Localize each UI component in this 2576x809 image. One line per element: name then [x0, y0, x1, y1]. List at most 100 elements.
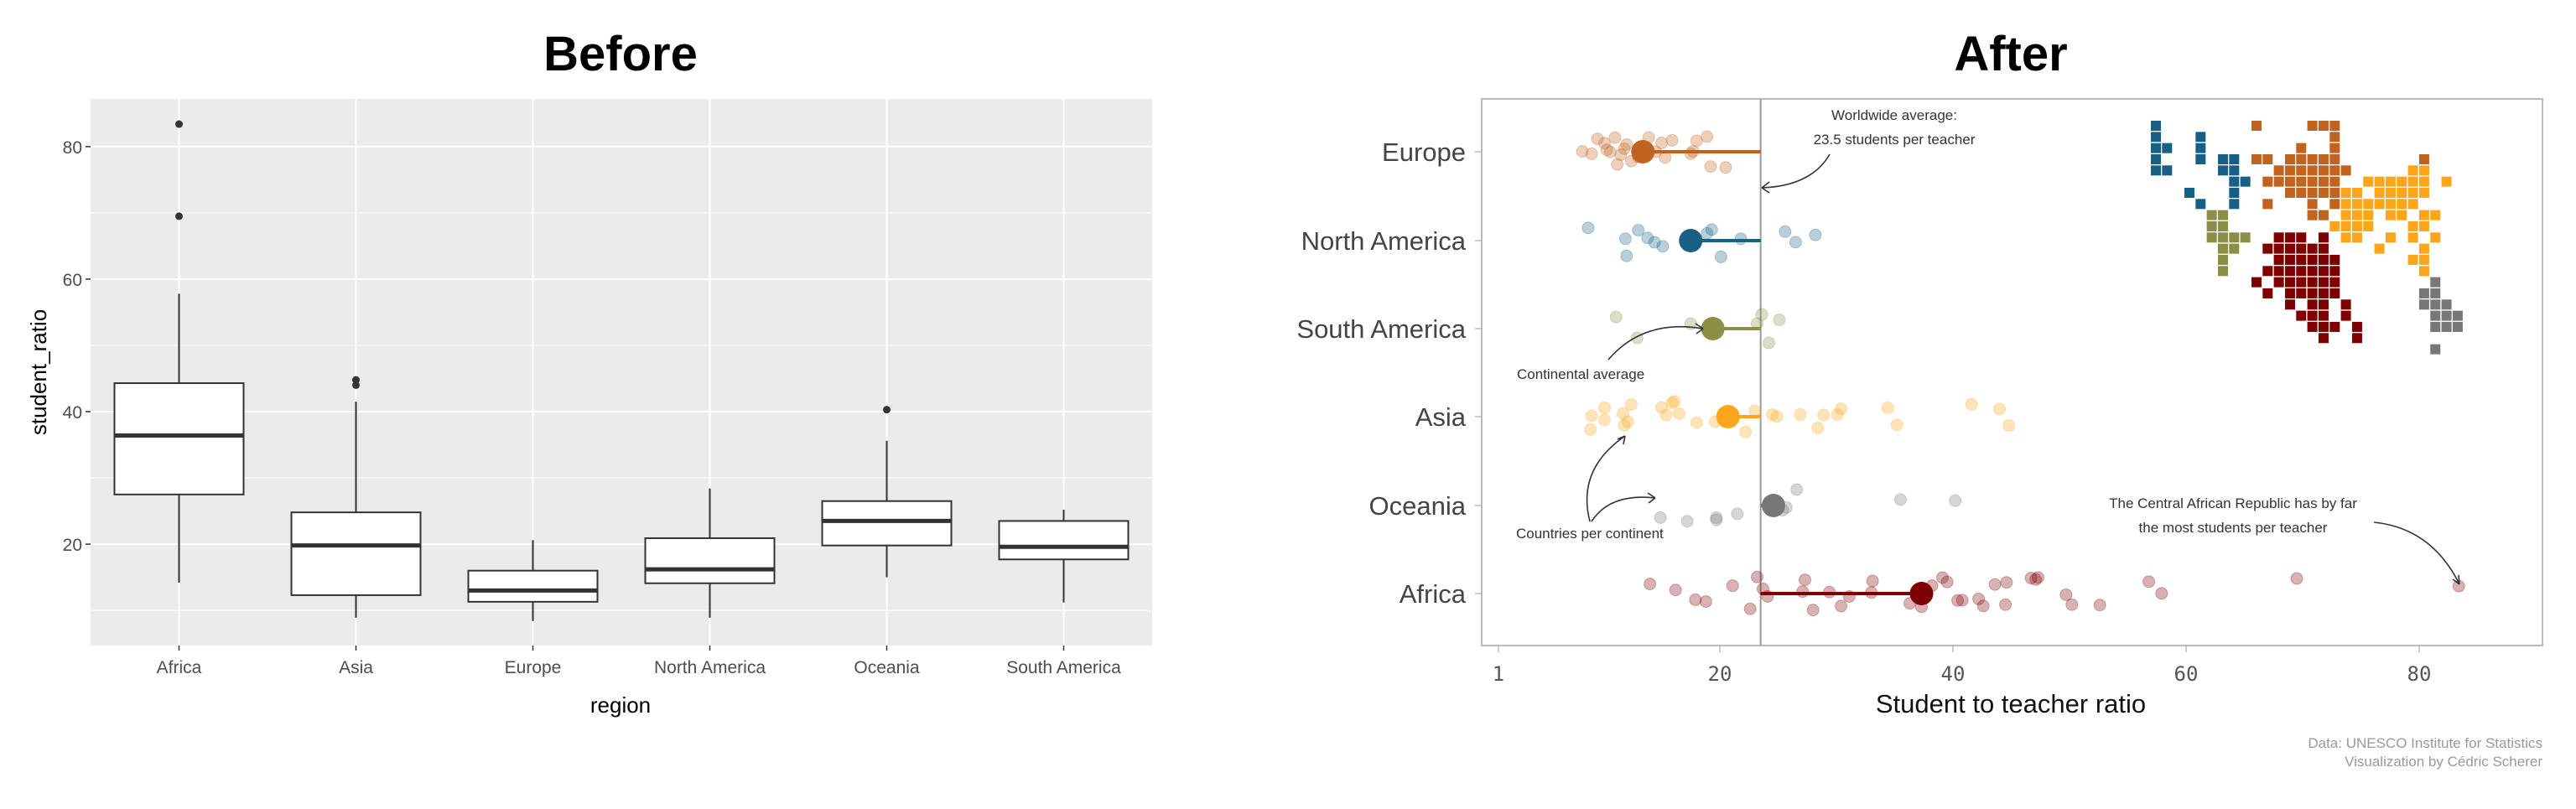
map-tile [2296, 143, 2307, 153]
country-point [1644, 578, 1657, 591]
map-tile [2251, 277, 2262, 288]
country-point [1809, 228, 1822, 241]
before-y-axis-title: student_ratio [26, 309, 51, 435]
country-point [1770, 410, 1784, 423]
outlier-point [883, 406, 891, 414]
map-tile [2318, 210, 2329, 220]
box-africa [113, 120, 245, 583]
country-point [1811, 422, 1825, 435]
box-south-america [998, 509, 1130, 603]
country-point [1600, 143, 1613, 157]
map-tile [2273, 165, 2284, 176]
map-tile [2340, 187, 2351, 198]
continent-means [1631, 140, 1934, 605]
country-point [1672, 407, 1685, 420]
map-tile [2229, 243, 2240, 254]
map-tile [2374, 199, 2385, 210]
map-tile [2385, 187, 2396, 198]
map-tile [2296, 266, 2307, 277]
map-tile [2385, 176, 2396, 187]
country-point [1659, 408, 1673, 422]
map-tile [2329, 153, 2340, 164]
map-tile [2229, 176, 2240, 187]
map-tile [2217, 153, 2228, 164]
country-point [1705, 223, 1718, 236]
country-point [2093, 599, 2106, 612]
map-tile [2318, 310, 2329, 321]
box-iqr [644, 537, 776, 584]
map-tile [2307, 176, 2318, 187]
map-tile [2195, 153, 2206, 164]
country-point [1669, 583, 1682, 597]
map-tile [2329, 288, 2340, 298]
map-tile [2307, 121, 2318, 131]
map-tile [2397, 187, 2407, 198]
map-tile [2318, 321, 2329, 332]
country-point [1654, 511, 1667, 524]
continent-mean-point [1909, 582, 1934, 605]
map-tile [2351, 220, 2362, 231]
map-tile [2318, 266, 2329, 277]
map-tile [2151, 165, 2161, 176]
country-point [1618, 418, 1631, 432]
map-tile [2151, 143, 2161, 153]
map-tile [2430, 210, 2441, 220]
before-x-axis-title: region [590, 692, 651, 718]
x-tick-label: Europe [505, 658, 562, 677]
box-asia [290, 376, 422, 618]
map-tile [2430, 310, 2441, 321]
map-tile [2273, 254, 2284, 265]
map-tile [2251, 121, 2262, 131]
map-tile [2318, 288, 2329, 298]
map-tile [2307, 210, 2318, 220]
country-point [1584, 423, 1597, 436]
country-point [2059, 588, 2073, 601]
map-tile [2329, 199, 2340, 210]
map-tile [2284, 266, 2295, 277]
country-point [1648, 236, 1661, 249]
map-tile [2340, 165, 2351, 176]
map-tile [2351, 210, 2362, 220]
outlier-point [175, 212, 183, 220]
country-point [1665, 397, 1679, 410]
map-tile [2284, 232, 2295, 243]
map-tile [2307, 165, 2318, 176]
x-tick-label: North America [654, 658, 766, 677]
map-tile [2397, 176, 2407, 187]
country-point [1794, 408, 1807, 422]
x-tick-label: Asia [339, 658, 373, 677]
outlier-point [175, 120, 183, 128]
map-tile [2397, 210, 2407, 220]
map-tile [2385, 210, 2396, 220]
map-tile [2340, 299, 2351, 310]
map-tile [2217, 165, 2228, 176]
box-iqr [290, 511, 422, 596]
country-point [1618, 232, 1632, 246]
map-tile [2151, 153, 2161, 164]
map-tile [2329, 220, 2340, 231]
country-point [1689, 593, 1702, 606]
box-north-america [644, 488, 776, 618]
annotation-countries: Countries per continent [1516, 526, 1664, 542]
map-tile [2307, 187, 2318, 198]
country-point [1750, 570, 1763, 583]
country-point [2000, 576, 2013, 589]
map-tile [2374, 187, 2385, 198]
map-tile [2318, 299, 2329, 310]
map-tile [2151, 132, 2161, 143]
annotation-worldwide-line2: 23.5 students per teacher [1814, 132, 1976, 148]
map-tile [2351, 199, 2362, 210]
country-point [1734, 232, 1748, 246]
map-tile [2318, 333, 2329, 344]
map-tile [2296, 310, 2307, 321]
country-point [2024, 571, 2038, 584]
country-point [1988, 578, 2002, 591]
map-tile [2340, 310, 2351, 321]
country-point [1585, 409, 1598, 423]
map-tile [2418, 153, 2429, 164]
map-tile [2284, 176, 2295, 187]
country-point [1701, 130, 1714, 143]
country-point [1831, 408, 1844, 422]
country-point [1955, 594, 1969, 607]
map-tile [2418, 254, 2429, 265]
